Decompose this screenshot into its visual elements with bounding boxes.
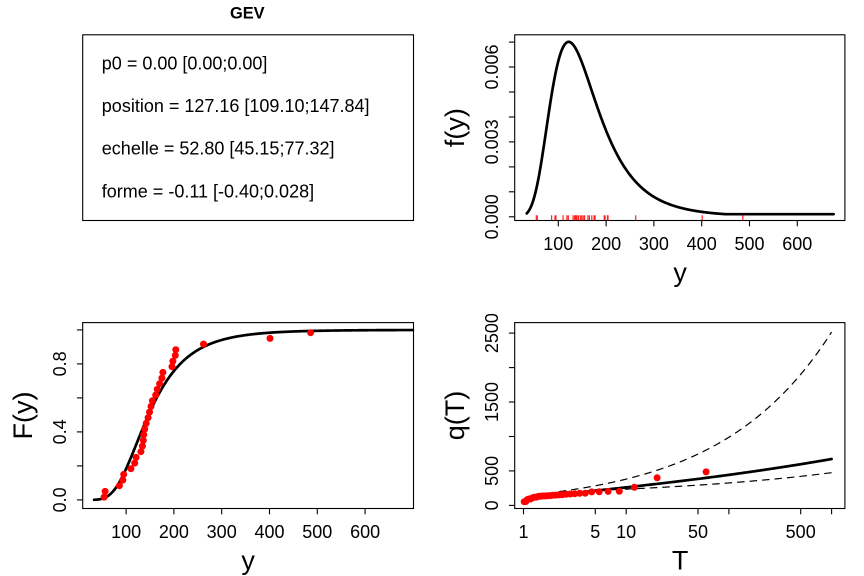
svg-text:y: y <box>241 545 255 575</box>
svg-text:f(y): f(y) <box>440 108 470 147</box>
svg-text:2500: 2500 <box>482 313 502 353</box>
svg-text:400: 400 <box>254 522 284 542</box>
svg-text:0.000: 0.000 <box>482 194 502 239</box>
svg-text:100: 100 <box>543 234 573 254</box>
svg-text:200: 200 <box>159 522 189 542</box>
svg-text:q(T): q(T) <box>440 391 470 441</box>
svg-text:0.8: 0.8 <box>50 351 70 376</box>
svg-text:200: 200 <box>591 234 621 254</box>
svg-text:500: 500 <box>302 522 332 542</box>
svg-text:position = 127.16 [109.10;147.: position = 127.16 [109.10;147.84] <box>102 96 370 116</box>
svg-text:1500: 1500 <box>482 382 502 422</box>
svg-text:500: 500 <box>734 234 764 254</box>
svg-text:600: 600 <box>782 234 812 254</box>
svg-text:500: 500 <box>786 522 816 542</box>
svg-text:0: 0 <box>482 500 502 510</box>
svg-text:300: 300 <box>639 234 669 254</box>
svg-text:400: 400 <box>687 234 717 254</box>
svg-text:0.006: 0.006 <box>482 44 502 89</box>
svg-text:300: 300 <box>207 522 237 542</box>
svg-text:600: 600 <box>350 522 380 542</box>
svg-text:0.003: 0.003 <box>482 119 502 164</box>
svg-text:p0 = 0.00 [0.00;0.00]: p0 = 0.00 [0.00;0.00] <box>102 53 268 73</box>
svg-text:echelle = 52.80 [45.15;77.32]: echelle = 52.80 [45.15;77.32] <box>102 139 335 159</box>
svg-text:0.4: 0.4 <box>50 419 70 444</box>
svg-text:5: 5 <box>590 522 600 542</box>
svg-text:50: 50 <box>688 522 708 542</box>
svg-text:1: 1 <box>518 522 528 542</box>
svg-text:F(y): F(y) <box>8 392 38 440</box>
svg-text:0.0: 0.0 <box>50 487 70 512</box>
svg-text:forme = -0.11 [-0.40;0.028]: forme = -0.11 [-0.40;0.028] <box>102 181 314 201</box>
svg-text:100: 100 <box>111 522 141 542</box>
svg-text:500: 500 <box>482 456 502 486</box>
svg-text:10: 10 <box>616 522 636 542</box>
svg-text:T: T <box>672 545 689 575</box>
svg-text:y: y <box>673 257 687 287</box>
svg-text:GEV: GEV <box>230 5 265 23</box>
